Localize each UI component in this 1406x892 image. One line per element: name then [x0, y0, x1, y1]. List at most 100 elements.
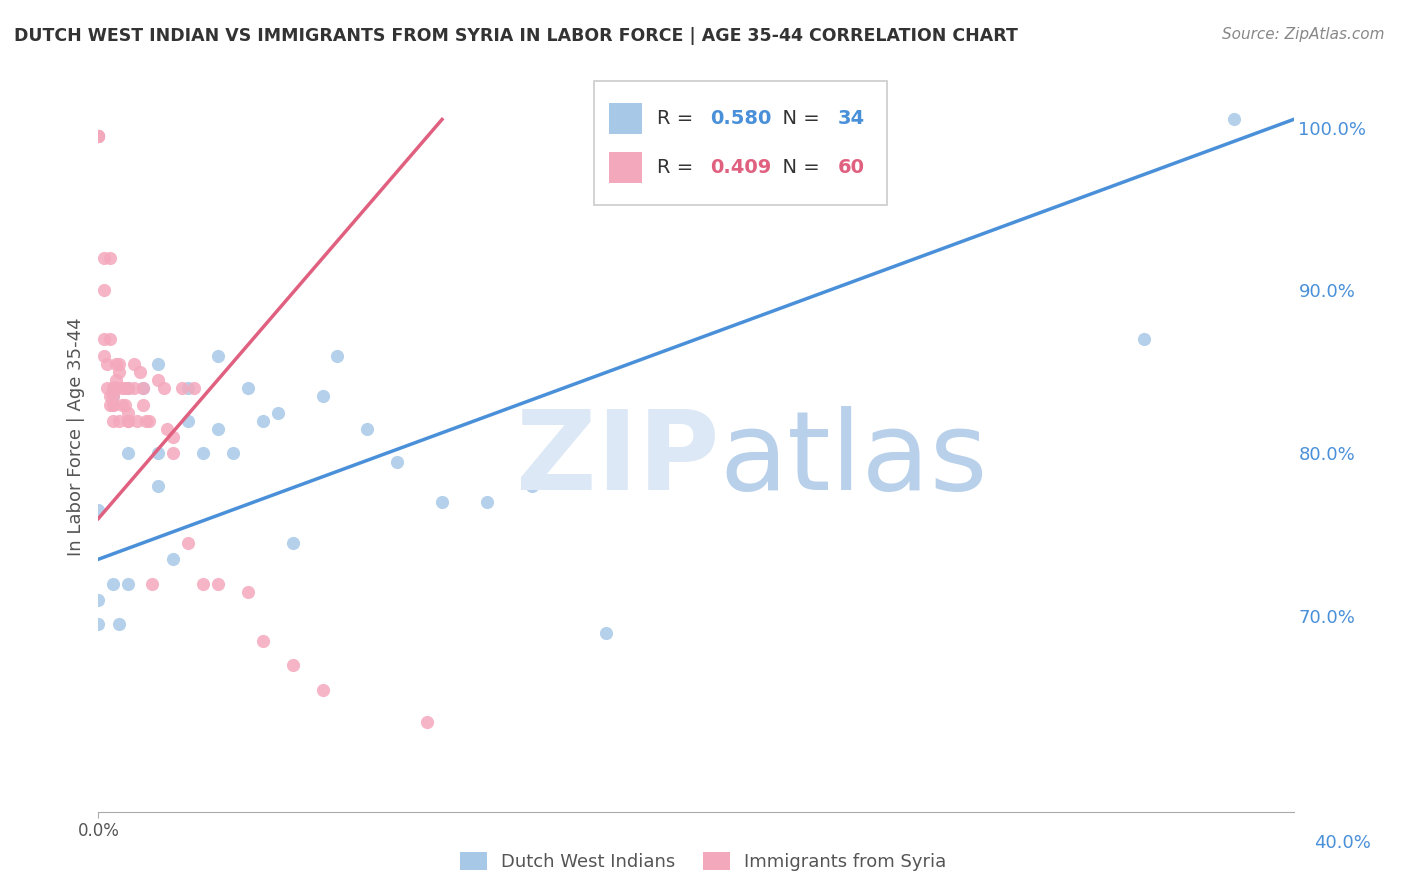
Point — [87, 128, 110, 143]
Point — [162, 446, 184, 460]
Legend: Dutch West Indians, Immigrants from Syria: Dutch West Indians, Immigrants from Syri… — [453, 845, 953, 879]
Point — [356, 422, 378, 436]
Point — [93, 284, 115, 298]
Point — [416, 715, 439, 730]
Point — [117, 406, 139, 420]
Bar — [609, 103, 643, 135]
Point — [148, 357, 170, 371]
Text: R =: R = — [657, 158, 699, 177]
Point — [87, 503, 110, 517]
Point — [177, 536, 200, 550]
Point — [96, 381, 118, 395]
Point — [191, 446, 214, 460]
Point — [475, 495, 498, 509]
Point — [1133, 332, 1156, 346]
Point — [148, 446, 170, 460]
Point — [111, 381, 134, 395]
Point — [103, 397, 125, 411]
Point — [177, 414, 200, 428]
Text: R =: R = — [657, 109, 699, 128]
Point — [103, 389, 125, 403]
Point — [93, 251, 115, 265]
Point — [87, 128, 110, 143]
Point — [98, 397, 122, 411]
Point — [108, 357, 131, 371]
Point — [311, 389, 333, 403]
Point — [127, 414, 149, 428]
Point — [103, 576, 125, 591]
Point — [162, 552, 184, 566]
Text: 0.580: 0.580 — [710, 109, 772, 128]
Point — [114, 381, 136, 395]
Text: N =: N = — [770, 109, 827, 128]
Point — [103, 414, 125, 428]
Point — [105, 381, 128, 395]
Point — [103, 381, 125, 395]
Point — [162, 430, 184, 444]
Point — [207, 349, 229, 363]
Point — [108, 414, 131, 428]
Point — [148, 373, 170, 387]
Point — [103, 397, 125, 411]
Point — [98, 251, 122, 265]
Point — [183, 381, 205, 395]
Point — [87, 617, 110, 632]
Point — [132, 381, 155, 395]
Text: Source: ZipAtlas.com: Source: ZipAtlas.com — [1222, 27, 1385, 42]
Point — [385, 454, 409, 468]
Point — [236, 584, 259, 599]
Point — [595, 625, 617, 640]
Point — [520, 479, 543, 493]
Point — [177, 381, 200, 395]
Text: 0.409: 0.409 — [710, 158, 772, 177]
Point — [87, 128, 110, 143]
Point — [98, 389, 122, 403]
Point — [103, 381, 125, 395]
Text: 34: 34 — [838, 109, 865, 128]
Point — [117, 576, 139, 591]
Point — [117, 414, 139, 428]
Point — [87, 128, 110, 143]
Point — [191, 576, 214, 591]
Point — [172, 381, 194, 395]
Text: 40.0%: 40.0% — [1315, 834, 1371, 852]
Point — [156, 422, 179, 436]
Point — [103, 389, 125, 403]
Text: ZIP: ZIP — [516, 406, 720, 513]
Point — [124, 357, 146, 371]
Point — [267, 406, 290, 420]
Point — [117, 446, 139, 460]
Point — [117, 414, 139, 428]
Point — [222, 446, 245, 460]
Point — [124, 381, 146, 395]
Point — [1223, 112, 1246, 127]
FancyBboxPatch shape — [595, 81, 887, 205]
Point — [87, 128, 110, 143]
Text: DUTCH WEST INDIAN VS IMMIGRANTS FROM SYRIA IN LABOR FORCE | AGE 35-44 CORRELATIO: DUTCH WEST INDIAN VS IMMIGRANTS FROM SYR… — [14, 27, 1018, 45]
Point — [207, 576, 229, 591]
Y-axis label: In Labor Force | Age 35-44: In Labor Force | Age 35-44 — [66, 318, 84, 557]
Point — [326, 349, 349, 363]
Point — [430, 495, 453, 509]
Text: N =: N = — [770, 158, 827, 177]
Point — [132, 397, 155, 411]
Text: 60: 60 — [838, 158, 865, 177]
Bar — [609, 152, 643, 183]
Point — [108, 365, 131, 379]
Point — [141, 576, 163, 591]
Point — [153, 381, 176, 395]
Point — [135, 414, 157, 428]
Point — [96, 357, 118, 371]
Point — [93, 349, 115, 363]
Point — [105, 357, 128, 371]
Point — [129, 365, 152, 379]
Point — [252, 414, 274, 428]
Point — [148, 479, 170, 493]
Point — [281, 536, 304, 550]
Point — [114, 397, 136, 411]
Point — [281, 658, 304, 673]
Point — [132, 381, 155, 395]
Point — [207, 422, 229, 436]
Point — [108, 617, 131, 632]
Point — [105, 373, 128, 387]
